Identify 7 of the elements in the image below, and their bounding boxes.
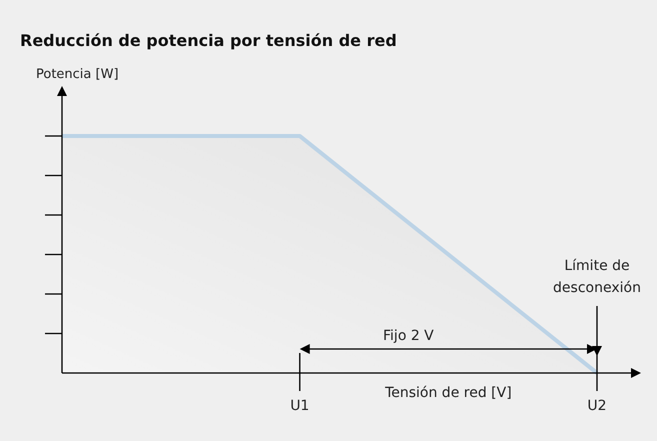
x-tick-label: U1 (290, 398, 310, 414)
x-axis-title: Tensión de red [V] (384, 385, 512, 401)
chart-title: Reducción de potencia por tensión de red (20, 31, 397, 50)
annotation: Límite de desconexión (553, 258, 641, 296)
y-axis-title: Potencia [W] (36, 67, 119, 82)
x-tick-label: U2 (587, 398, 607, 414)
annotation: Fijo 2 V (383, 328, 434, 344)
